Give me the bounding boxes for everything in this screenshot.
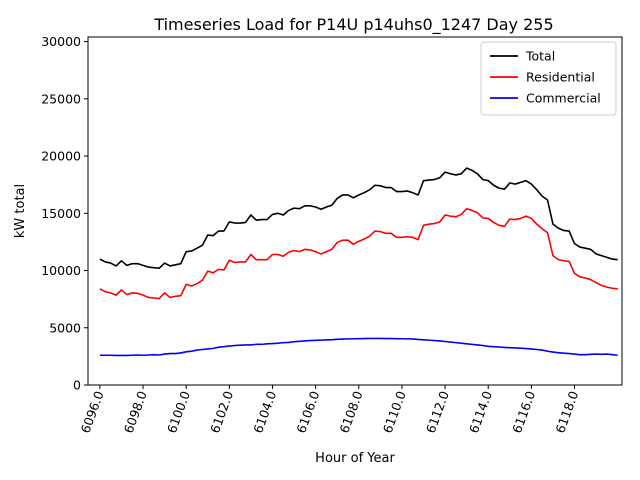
legend-label-total: Total: [525, 49, 555, 64]
y-tick-label: 15000: [41, 206, 81, 221]
x-tick-label: 6114.0: [466, 389, 495, 435]
legend-label-commercial: Commercial: [526, 91, 601, 106]
y-tick-label: 20000: [41, 149, 81, 164]
series-line-commercial: [99, 337, 618, 357]
x-axis: 6096.0 6098.0 6100.0 6102.0 6104.0 6106.0 6108…: [78, 385, 581, 435]
x-tick-label: 6106.0: [293, 389, 322, 435]
series-line-total: [99, 167, 618, 270]
chart-title: Timeseries Load for P14U p14uhs0_1247 Da…: [153, 15, 553, 35]
x-tick-label: 6118.0: [552, 389, 581, 435]
series-line-residential: [99, 207, 618, 300]
y-tick-label: 0: [73, 378, 81, 393]
x-tick-label: 6116.0: [509, 389, 538, 435]
x-tick-label: 6100.0: [164, 389, 193, 435]
y-tick-label: 25000: [41, 91, 81, 106]
x-tick-label: 6096.0: [78, 389, 107, 435]
x-tick-label: 6098.0: [121, 389, 150, 435]
legend: Total Residential Commercial: [480, 41, 617, 116]
x-axis-label: Hour of Year: [315, 451, 395, 466]
x-tick-label: 6102.0: [207, 389, 236, 435]
y-tick-label: 10000: [41, 263, 81, 278]
y-axis: 0 5000 10000 15000 20000 25000 30000: [41, 34, 88, 393]
x-tick-label: 6112.0: [423, 389, 452, 435]
y-tick-label: 5000: [49, 320, 81, 335]
series-layer: [99, 167, 618, 357]
x-tick-label: 6104.0: [250, 389, 279, 435]
y-tick-label: 30000: [41, 34, 81, 49]
legend-label-residential: Residential: [526, 70, 595, 85]
legend-box: [480, 41, 617, 116]
x-tick-label: 6110.0: [380, 389, 409, 435]
x-tick-label: 6108.0: [337, 389, 366, 435]
y-axis-label: kW total: [13, 184, 28, 238]
